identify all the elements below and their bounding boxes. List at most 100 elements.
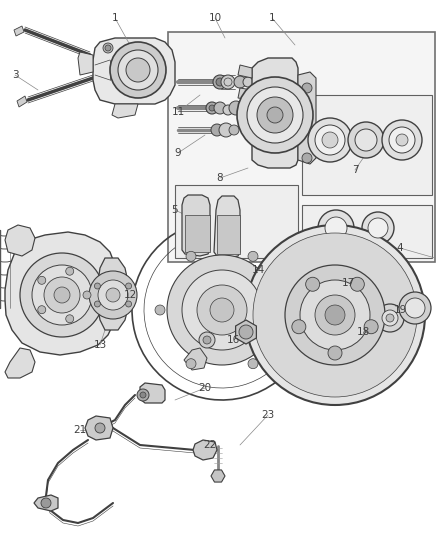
Circle shape [325, 305, 345, 325]
Circle shape [206, 102, 218, 114]
Polygon shape [17, 96, 27, 107]
Text: 20: 20 [198, 383, 212, 393]
Circle shape [95, 283, 100, 289]
Circle shape [229, 125, 239, 135]
Circle shape [386, 314, 394, 322]
Circle shape [186, 359, 196, 369]
Text: 18: 18 [357, 327, 370, 337]
Polygon shape [140, 383, 165, 403]
Text: 21: 21 [74, 425, 87, 435]
Text: 14: 14 [251, 265, 265, 275]
Circle shape [38, 276, 46, 284]
Circle shape [38, 306, 46, 314]
Circle shape [209, 105, 215, 111]
Polygon shape [98, 258, 128, 330]
Circle shape [126, 58, 150, 82]
Text: 23: 23 [261, 410, 275, 420]
Circle shape [243, 77, 253, 87]
Polygon shape [298, 72, 316, 164]
Circle shape [223, 105, 233, 115]
Circle shape [126, 301, 131, 307]
Polygon shape [5, 232, 118, 355]
Circle shape [44, 277, 80, 313]
Text: 1: 1 [268, 13, 276, 23]
Circle shape [106, 288, 120, 302]
Text: 7: 7 [352, 165, 358, 175]
Circle shape [325, 217, 347, 239]
Circle shape [214, 102, 226, 114]
Circle shape [348, 122, 384, 158]
Circle shape [239, 325, 253, 339]
Polygon shape [175, 185, 298, 258]
Circle shape [199, 332, 215, 348]
Polygon shape [238, 88, 252, 100]
Text: 22: 22 [203, 440, 217, 450]
Circle shape [229, 101, 243, 115]
Text: 1: 1 [112, 13, 118, 23]
Circle shape [126, 283, 131, 289]
Circle shape [20, 253, 104, 337]
Circle shape [245, 225, 425, 405]
Circle shape [396, 134, 408, 146]
Polygon shape [168, 32, 435, 262]
Circle shape [389, 127, 415, 153]
Polygon shape [5, 225, 35, 256]
Polygon shape [184, 348, 207, 370]
Circle shape [328, 346, 342, 360]
Circle shape [315, 125, 345, 155]
Polygon shape [93, 38, 175, 104]
Polygon shape [302, 205, 432, 258]
Circle shape [362, 212, 394, 244]
Polygon shape [238, 65, 252, 78]
Circle shape [105, 45, 111, 51]
Text: 16: 16 [226, 335, 240, 345]
Circle shape [95, 423, 105, 433]
Circle shape [248, 251, 258, 261]
Circle shape [211, 124, 223, 136]
Circle shape [350, 277, 364, 291]
Polygon shape [252, 58, 298, 168]
Circle shape [302, 153, 312, 163]
Polygon shape [112, 104, 138, 118]
Circle shape [89, 271, 137, 319]
Circle shape [300, 280, 370, 350]
Circle shape [41, 498, 51, 508]
Text: 8: 8 [217, 173, 223, 183]
Circle shape [267, 107, 283, 123]
Circle shape [318, 210, 354, 246]
Circle shape [203, 336, 211, 344]
Polygon shape [236, 320, 256, 344]
Polygon shape [78, 52, 93, 75]
Circle shape [247, 87, 303, 143]
Polygon shape [5, 348, 35, 378]
Circle shape [234, 76, 246, 88]
Circle shape [240, 106, 248, 114]
Text: 10: 10 [208, 13, 222, 23]
Circle shape [210, 298, 234, 322]
Circle shape [219, 123, 233, 137]
Text: 12: 12 [124, 290, 137, 300]
Circle shape [368, 218, 388, 238]
Polygon shape [214, 196, 240, 258]
Circle shape [182, 270, 262, 350]
Circle shape [213, 75, 227, 89]
Circle shape [405, 298, 425, 318]
Circle shape [355, 129, 377, 151]
Polygon shape [14, 26, 24, 36]
Circle shape [248, 359, 258, 369]
Polygon shape [211, 470, 225, 482]
Circle shape [110, 42, 166, 98]
Circle shape [257, 97, 293, 133]
Polygon shape [193, 440, 217, 460]
Polygon shape [302, 95, 432, 195]
Circle shape [66, 315, 74, 323]
Circle shape [137, 389, 149, 401]
Circle shape [186, 251, 196, 261]
Circle shape [302, 83, 312, 93]
Circle shape [237, 77, 313, 153]
Circle shape [66, 267, 74, 275]
Text: 11: 11 [171, 107, 185, 117]
Circle shape [322, 132, 338, 148]
Circle shape [83, 291, 91, 299]
Polygon shape [217, 215, 240, 254]
